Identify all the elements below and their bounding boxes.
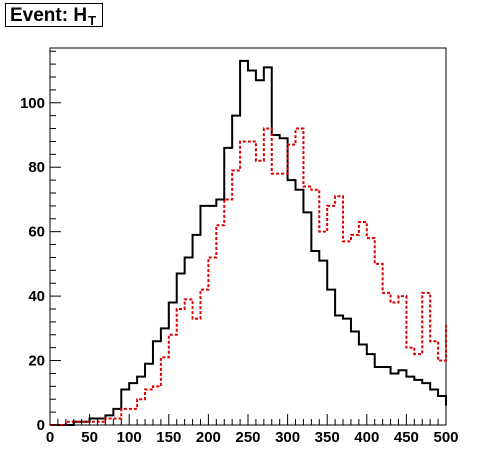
- x-tick-label: 100: [117, 429, 142, 446]
- x-tick-label: 450: [394, 429, 419, 446]
- y-tick-label: 80: [28, 159, 45, 176]
- x-tick-label: 0: [46, 429, 54, 446]
- histogram-series-2: [50, 127, 447, 426]
- x-tick-label: 400: [354, 429, 379, 446]
- histogram-series-1: [50, 59, 447, 426]
- y-tick-label: 40: [28, 288, 45, 305]
- x-tick-label: 300: [275, 429, 300, 446]
- y-tick-label: 20: [28, 353, 45, 370]
- y-tick-label: 60: [28, 224, 45, 241]
- x-tick-label: 50: [81, 429, 98, 446]
- chart-title-subscript: T: [88, 13, 97, 28]
- x-tick-label: 200: [196, 429, 221, 446]
- x-tick-label: 250: [235, 429, 260, 446]
- y-tick-label: 100: [20, 95, 45, 112]
- x-tick-label: 350: [315, 429, 340, 446]
- chart-title: Event: HT: [5, 3, 104, 28]
- y-tick-label: 0: [37, 417, 45, 434]
- x-tick-label: 150: [156, 429, 181, 446]
- plot-frame: [49, 47, 447, 426]
- x-tick-label: 500: [433, 429, 458, 446]
- chart-title-main: Event: H: [10, 5, 88, 26]
